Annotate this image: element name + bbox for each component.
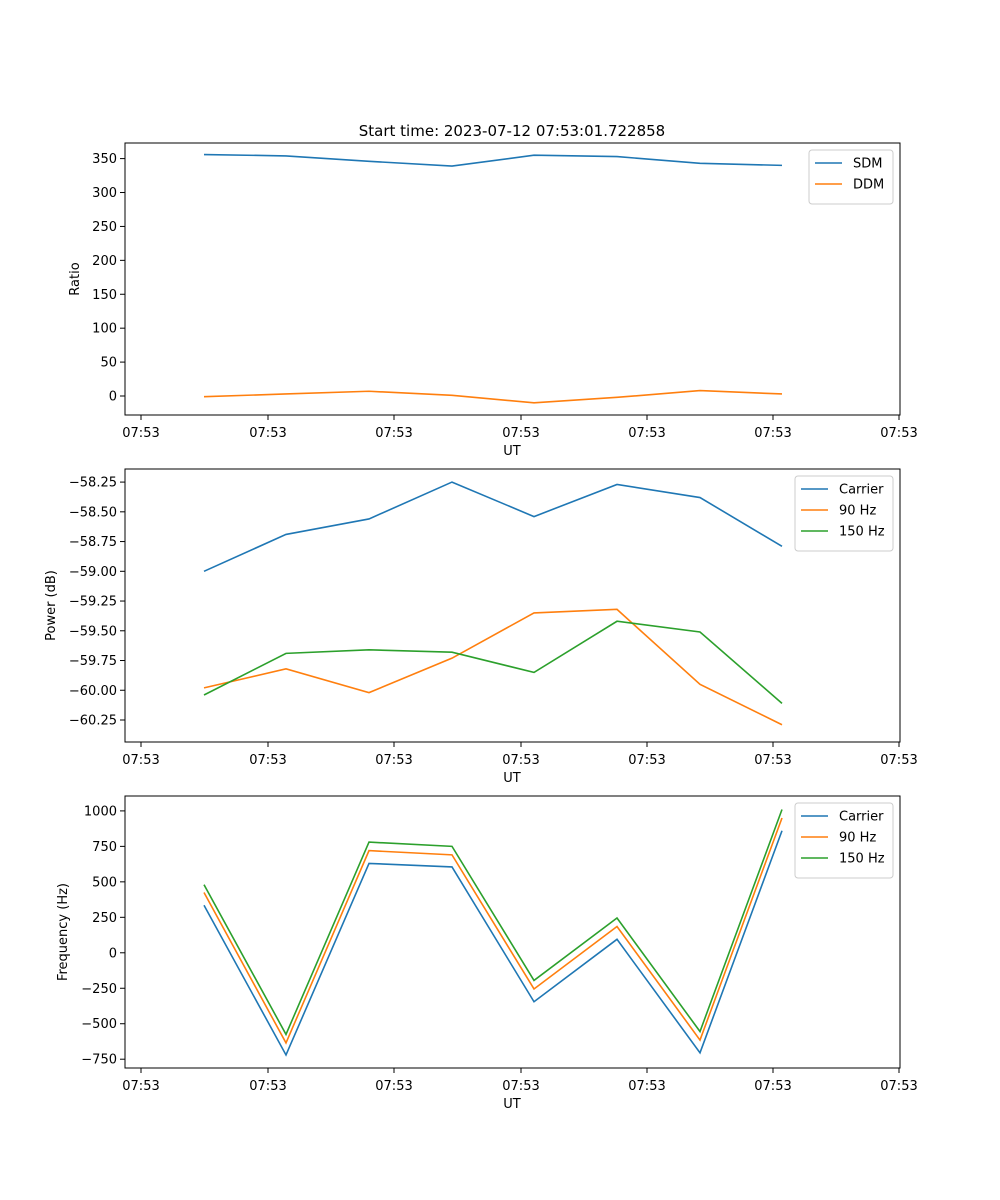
- legend-box: [794, 802, 894, 879]
- x-tick-label: 07:53: [880, 753, 917, 768]
- x-tick-label: 07:53: [628, 426, 665, 441]
- series-line-carrier: [203, 481, 783, 573]
- power-subplot: −60.25 −60.00 −59.75 −59.50 −59.25 −59.00 −58.…: [44, 468, 918, 786]
- y-tick-label: −60.25: [69, 713, 117, 728]
- y-tick-label: 100: [92, 322, 117, 337]
- x-tick-label: 07:53: [249, 426, 286, 441]
- x-tick-label: 07:53: [375, 753, 412, 768]
- x-tick-label: 07:53: [375, 426, 412, 441]
- series-line-150-hz: [203, 620, 783, 704]
- x-tick-label: 07:53: [880, 1079, 917, 1094]
- legend-label: SDM: [853, 157, 882, 172]
- legend-label: DDM: [853, 178, 884, 193]
- axes-frame: [124, 795, 901, 1069]
- y-tick-label: 200: [92, 254, 117, 269]
- x-tick-label: 07:53: [249, 1079, 286, 1094]
- legend-label: Carrier: [839, 810, 884, 825]
- y-tick-label: −60.00: [69, 684, 117, 699]
- x-tick-label: 07:53: [249, 753, 286, 768]
- x-axis-label: UT: [503, 444, 521, 459]
- series-line-90-hz: [203, 608, 783, 726]
- series-line-ddm: [203, 389, 783, 404]
- y-tick-label: −750: [81, 1053, 117, 1068]
- ratio-subplot: 0 50 100 150 200 250 300 350 07:53 07:53 07:53 07:5…: [68, 142, 918, 459]
- y-tick-label: 250: [92, 220, 117, 235]
- y-axis-label: Frequency (Hz): [56, 883, 71, 981]
- x-tick-label: 07:53: [754, 753, 791, 768]
- y-tick-label: −58.50: [69, 505, 117, 520]
- x-tick-label: 07:53: [880, 426, 917, 441]
- y-tick-label: −59.50: [69, 624, 117, 639]
- y-tick-label: −59.00: [69, 565, 117, 580]
- series-line-sdm: [203, 153, 783, 167]
- y-tick-label: 50: [100, 356, 117, 371]
- y-tick-label: 350: [92, 152, 117, 167]
- legend-label: Carrier: [839, 483, 884, 498]
- y-axis-label: Power (dB): [44, 570, 59, 641]
- x-tick-label: 07:53: [122, 1079, 159, 1094]
- series-line-150-hz: [203, 809, 783, 1037]
- x-tick-label: 07:53: [754, 426, 791, 441]
- y-tick-label: −58.25: [69, 476, 117, 491]
- x-tick-label: 07:53: [502, 426, 539, 441]
- y-tick-label: −500: [81, 1017, 117, 1032]
- legend-label: 90 Hz: [839, 831, 876, 846]
- y-tick-label: 150: [92, 288, 117, 303]
- x-tick-label: 07:53: [122, 426, 159, 441]
- y-tick-label: −58.75: [69, 535, 117, 550]
- axes-frame: [124, 142, 901, 416]
- x-tick-label: 07:53: [375, 1079, 412, 1094]
- y-tick-label: −59.75: [69, 654, 117, 669]
- y-tick-label: 0: [109, 390, 117, 405]
- y-tick-label: 250: [92, 911, 117, 926]
- y-tick-label: −250: [81, 982, 117, 997]
- y-tick-label: 0: [109, 946, 117, 961]
- y-tick-label: 1000: [84, 804, 117, 819]
- y-tick-label: 500: [92, 875, 117, 890]
- frequency-subplot: −750 −500 −250 0 250 500 750 1000 07:53 07:53 07:5…: [56, 795, 918, 1112]
- legend-box: [794, 475, 894, 552]
- x-axis-label: UT: [503, 1097, 521, 1112]
- legend-label: 150 Hz: [839, 852, 885, 867]
- x-tick-label: 07:53: [628, 1079, 665, 1094]
- y-tick-label: 300: [92, 186, 117, 201]
- series-line-90-hz: [203, 817, 783, 1045]
- legend: Carrier 90 Hz 150 Hz: [794, 802, 894, 879]
- axes-frame: [124, 468, 901, 743]
- figure-title: Start time: 2023-07-12 07:53:01.722858: [359, 122, 665, 140]
- y-tick-label: 750: [92, 840, 117, 855]
- legend-label: 90 Hz: [839, 504, 876, 519]
- x-tick-label: 07:53: [628, 753, 665, 768]
- series-line-carrier: [203, 830, 783, 1057]
- x-tick-label: 07:53: [122, 753, 159, 768]
- x-tick-label: 07:53: [754, 1079, 791, 1094]
- legend: SDM DDM: [808, 149, 894, 205]
- y-axis-label: Ratio: [68, 262, 83, 295]
- x-tick-label: 07:53: [502, 1079, 539, 1094]
- legend-label: 150 Hz: [839, 525, 885, 540]
- x-axis-label: UT: [503, 771, 521, 786]
- x-tick-label: 07:53: [502, 753, 539, 768]
- y-tick-label: −59.25: [69, 595, 117, 610]
- legend: Carrier 90 Hz 150 Hz: [794, 475, 894, 552]
